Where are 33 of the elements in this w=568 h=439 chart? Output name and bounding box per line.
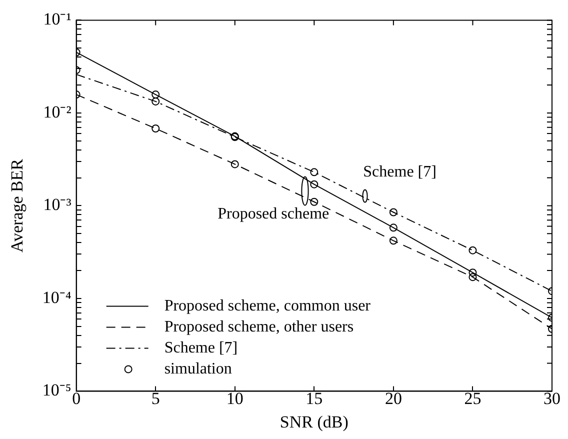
point [310, 198, 318, 206]
point [310, 168, 318, 176]
legend-label: Proposed scheme, common user [164, 297, 372, 314]
annotation: Scheme [7] [363, 164, 436, 181]
annotation: Proposed scheme [218, 205, 330, 222]
x-tick-label: 5 [151, 388, 160, 408]
y-tick-label: 10⁻² [43, 102, 72, 122]
y-tick-label: 10⁻¹ [43, 10, 72, 29]
legend-label: Scheme [7] [164, 339, 238, 356]
y-axis-title: Average BER [8, 158, 27, 253]
y-tick-label: 10⁻³ [43, 195, 72, 214]
point [468, 268, 477, 277]
point [468, 246, 477, 254]
point [389, 236, 398, 245]
x-axis-title: SNR (dB) [280, 412, 348, 432]
x-tick-label: 25 [464, 388, 482, 408]
legend-label: simulation [164, 360, 232, 378]
y-tick-label: 10⁻⁵ [42, 380, 72, 400]
y-tick-label: 10⁻⁴ [42, 288, 72, 307]
x-tick-label: 0 [72, 388, 81, 408]
point [389, 224, 398, 232]
point [152, 124, 160, 132]
x-tick-label: 30 [544, 388, 560, 408]
point [468, 273, 477, 282]
x-tick-label: 20 [384, 388, 402, 408]
x-tick-label: 10 [226, 388, 244, 408]
point [310, 180, 318, 188]
point [152, 90, 160, 99]
x-tick-label: 15 [306, 388, 323, 408]
point [389, 208, 398, 216]
point [230, 160, 239, 168]
legend-label: Proposed scheme, other users [164, 318, 354, 336]
point [152, 97, 160, 106]
